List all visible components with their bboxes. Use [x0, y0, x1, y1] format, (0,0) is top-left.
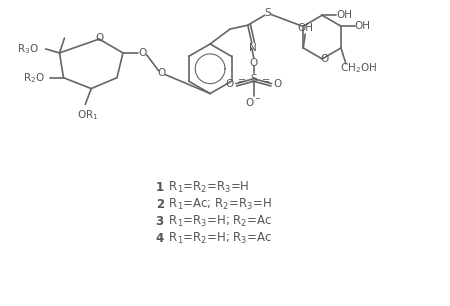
Text: O: O	[250, 58, 258, 68]
Text: O: O	[226, 79, 234, 89]
Text: O: O	[139, 48, 147, 58]
Text: R$_2$O: R$_2$O	[23, 71, 45, 84]
Text: R$_1$=R$_2$=H; R$_3$=Ac: R$_1$=R$_2$=H; R$_3$=Ac	[165, 231, 272, 246]
Text: O: O	[158, 68, 166, 78]
Text: R$_1$=R$_2$=R$_3$=H: R$_1$=R$_2$=R$_3$=H	[165, 180, 249, 195]
Text: OH: OH	[336, 10, 352, 20]
Text: 3: 3	[156, 215, 164, 228]
Text: R$_1$=Ac; R$_2$=R$_3$=H: R$_1$=Ac; R$_2$=R$_3$=H	[165, 197, 271, 212]
Text: O: O	[95, 33, 104, 43]
Text: R$_3$O: R$_3$O	[17, 42, 39, 56]
Text: R$_1$=R$_3$=H; R$_2$=Ac: R$_1$=R$_3$=H; R$_2$=Ac	[165, 214, 272, 229]
Text: S: S	[264, 8, 271, 18]
Text: OH: OH	[297, 23, 313, 33]
Text: 2: 2	[156, 198, 164, 211]
Text: OR$_1$: OR$_1$	[76, 108, 98, 122]
Text: S: S	[250, 74, 257, 84]
Text: 4: 4	[156, 232, 164, 245]
Text: O: O	[320, 54, 328, 64]
Text: =: =	[238, 76, 246, 86]
Text: O: O	[274, 79, 282, 89]
Text: N: N	[249, 43, 256, 53]
Text: 1: 1	[156, 181, 164, 194]
Text: =: =	[261, 76, 270, 86]
Text: OH: OH	[355, 21, 371, 31]
Text: CH$_2$OH: CH$_2$OH	[340, 61, 377, 75]
Text: O$^-$: O$^-$	[245, 96, 262, 108]
